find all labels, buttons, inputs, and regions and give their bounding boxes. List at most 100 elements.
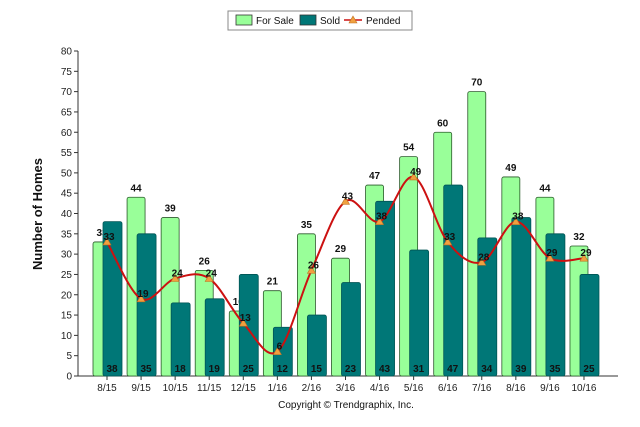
data-label-sold: 34 bbox=[481, 364, 493, 375]
data-label-sold: 23 bbox=[345, 364, 357, 375]
y-tick-label: 40 bbox=[61, 209, 73, 220]
data-label-pended: 13 bbox=[240, 313, 252, 324]
x-tick-label: 6/16 bbox=[438, 383, 458, 394]
x-tick-label: 2/16 bbox=[302, 383, 322, 394]
marker-pended bbox=[170, 273, 180, 282]
x-tick-label: 1/16 bbox=[268, 383, 288, 394]
data-label-pended: 33 bbox=[444, 232, 456, 243]
x-tick-label: 9/15 bbox=[131, 383, 151, 394]
marker-pended bbox=[136, 294, 146, 303]
data-label-for-sale: 33 bbox=[96, 228, 108, 239]
legend-label-for-sale: For Sale bbox=[256, 16, 294, 27]
data-label-pended: 19 bbox=[138, 289, 150, 300]
bar-sold bbox=[238, 274, 259, 377]
y-tick-label: 30 bbox=[61, 250, 73, 261]
y-tick-label: 20 bbox=[61, 290, 73, 301]
bar-sold bbox=[307, 314, 327, 377]
y-tick-label: 5 bbox=[66, 351, 72, 362]
data-label-pended: 43 bbox=[342, 191, 354, 202]
data-label-sold: 12 bbox=[277, 364, 289, 375]
marker-pended bbox=[306, 265, 316, 274]
x-tick-label: 11/15 bbox=[197, 383, 222, 394]
y-tick-label: 75 bbox=[61, 67, 73, 78]
data-label-sold: 35 bbox=[141, 364, 153, 375]
y-tick-label: 0 bbox=[66, 372, 72, 383]
data-label-pended: 26 bbox=[308, 260, 320, 271]
legend-label-pended: Pended bbox=[366, 16, 400, 27]
data-label-for-sale: 16 bbox=[233, 297, 245, 308]
data-label-for-sale: 47 bbox=[369, 171, 381, 182]
data-label-sold: 31 bbox=[413, 364, 425, 375]
data-label-for-sale: 21 bbox=[267, 277, 279, 288]
data-label-for-sale: 32 bbox=[573, 232, 585, 243]
data-label-pended: 28 bbox=[478, 252, 490, 263]
data-label-for-sale: 49 bbox=[505, 163, 517, 174]
legend: For Sale Sold Pended bbox=[227, 10, 413, 31]
y-tick-label: 55 bbox=[61, 148, 73, 159]
x-tick-label: 7/16 bbox=[472, 383, 492, 394]
data-label-for-sale: 39 bbox=[165, 204, 177, 215]
y-tick-label: 65 bbox=[61, 107, 73, 118]
data-label-pended: 29 bbox=[546, 248, 558, 259]
bar-sold bbox=[272, 326, 293, 377]
marker-pended bbox=[102, 237, 112, 246]
data-label-sold: 25 bbox=[243, 364, 255, 375]
bar-sold bbox=[443, 184, 464, 377]
y-tick-label: 45 bbox=[61, 189, 73, 200]
x-tick-label: 8/16 bbox=[506, 383, 526, 394]
x-tick-label: 8/15 bbox=[97, 383, 117, 394]
marker-pended bbox=[579, 253, 589, 262]
marker-pended bbox=[511, 217, 521, 225]
legend-swatch-sold bbox=[299, 14, 317, 26]
data-label-sold: 47 bbox=[447, 364, 459, 375]
y-tick-label: 15 bbox=[61, 311, 73, 322]
marker-pended bbox=[204, 273, 214, 282]
data-label-for-sale: 26 bbox=[199, 256, 211, 267]
data-label-for-sale: 29 bbox=[335, 244, 347, 255]
x-tick-label: 12/15 bbox=[231, 383, 256, 394]
x-tick-label: 10/16 bbox=[571, 383, 596, 394]
y-axis-label: Number of Homes bbox=[30, 158, 45, 270]
bar-sold bbox=[579, 274, 600, 377]
data-label-sold: 25 bbox=[583, 364, 595, 375]
data-label-sold: 19 bbox=[209, 364, 221, 375]
data-label-pended: 38 bbox=[512, 212, 524, 223]
x-tick-label: 10/15 bbox=[163, 383, 188, 394]
y-tick-label: 60 bbox=[61, 128, 73, 139]
x-tick-label: 3/16 bbox=[336, 383, 356, 394]
bar-sold bbox=[477, 237, 498, 377]
x-tick-label: 4/16 bbox=[370, 383, 390, 394]
y-tick-label: 25 bbox=[61, 270, 73, 281]
bar-sold bbox=[341, 282, 361, 377]
marker-pended bbox=[477, 257, 487, 266]
marker-pended bbox=[272, 347, 282, 355]
data-label-pended: 29 bbox=[580, 248, 592, 259]
data-label-sold: 15 bbox=[311, 364, 323, 375]
data-label-for-sale: 44 bbox=[131, 183, 143, 194]
data-label-pended: 24 bbox=[172, 269, 184, 280]
data-label-for-sale: 60 bbox=[437, 118, 449, 129]
marker-pended bbox=[545, 253, 555, 262]
bar-sold bbox=[136, 233, 157, 377]
data-label-for-sale: 44 bbox=[539, 183, 551, 194]
legend-label-sold: Sold bbox=[320, 16, 340, 27]
marker-pended bbox=[375, 217, 385, 225]
data-label-pended: 49 bbox=[410, 167, 422, 178]
y-tick-label: 80 bbox=[61, 47, 73, 58]
data-label-for-sale: 54 bbox=[403, 143, 415, 154]
bar-sold bbox=[170, 302, 191, 377]
bar-sold bbox=[204, 298, 225, 377]
marker-pended bbox=[238, 318, 248, 327]
y-tick-label: 35 bbox=[61, 229, 73, 240]
bar-sold bbox=[409, 249, 430, 377]
bar-sold bbox=[375, 200, 395, 377]
data-label-sold: 35 bbox=[549, 364, 561, 375]
data-label-sold: 39 bbox=[515, 364, 527, 375]
data-label-for-sale: 35 bbox=[301, 220, 313, 231]
legend-swatch-for-sale bbox=[235, 14, 253, 26]
y-tick-label: 50 bbox=[61, 168, 73, 179]
data-label-sold: 18 bbox=[175, 364, 187, 375]
marker-pended bbox=[409, 172, 419, 181]
data-label-pended: 38 bbox=[376, 212, 388, 223]
